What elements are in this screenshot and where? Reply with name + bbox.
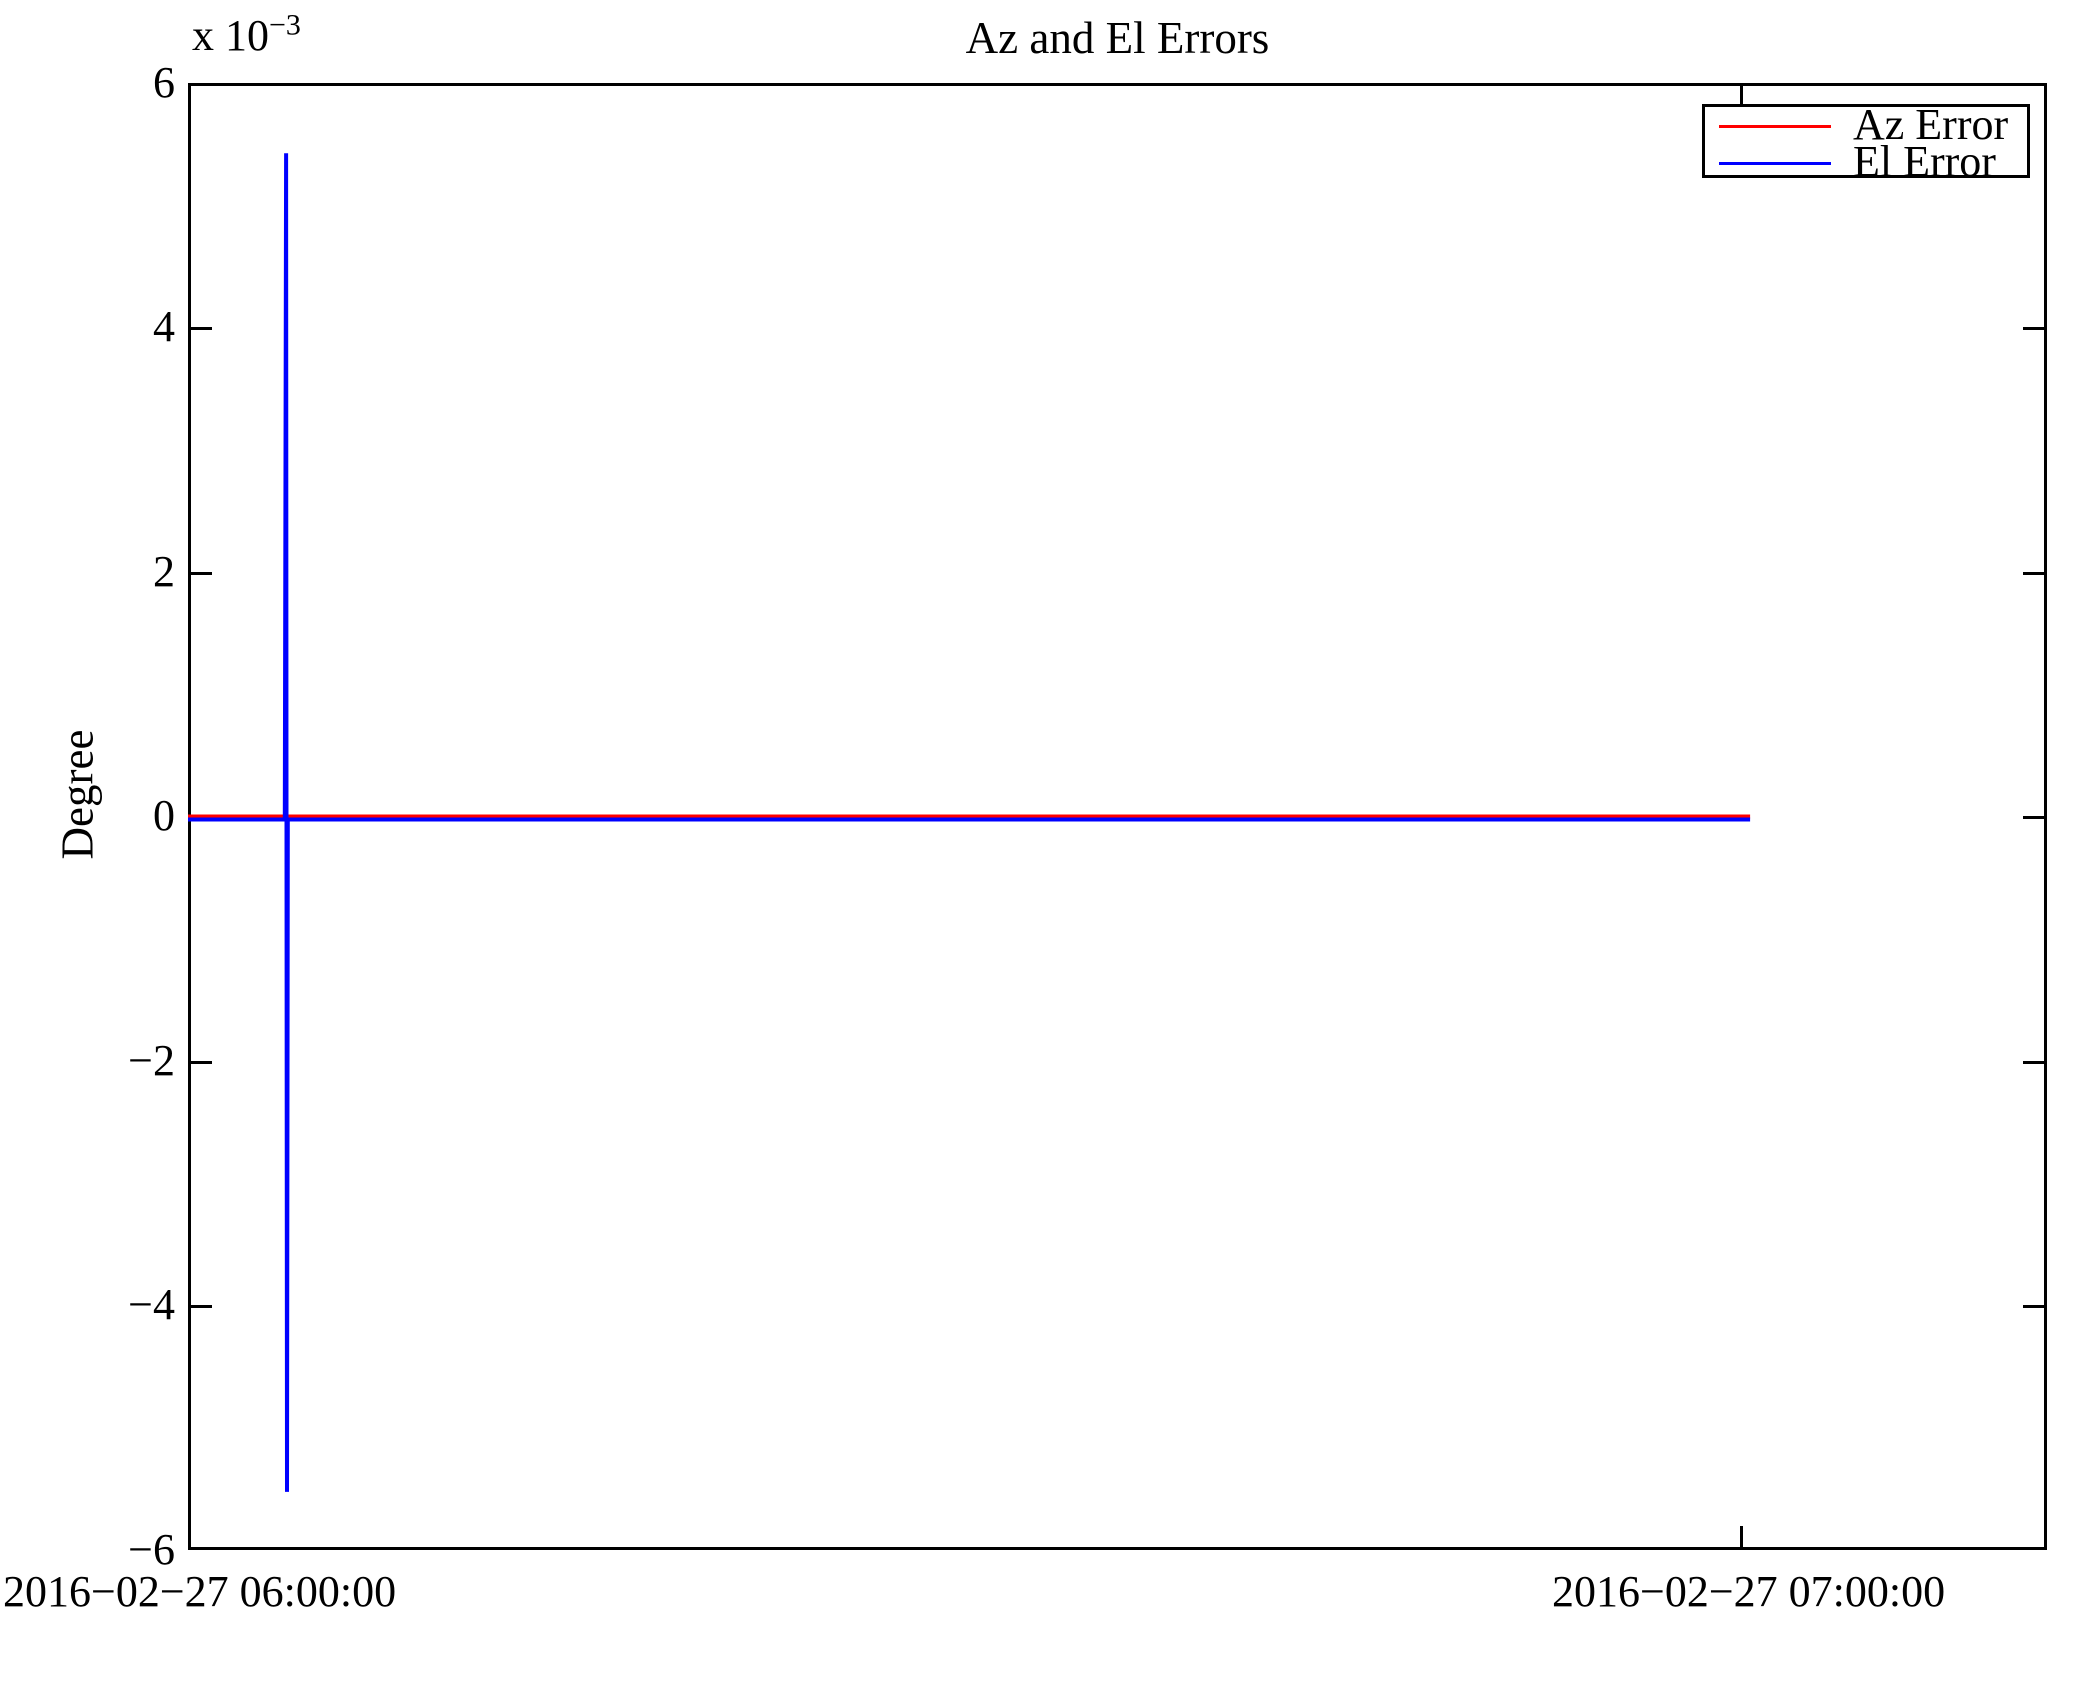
y-tick-label: −2 xyxy=(128,1036,175,1085)
y-tick-label: −4 xyxy=(128,1280,175,1329)
y-tick-label: 0 xyxy=(153,791,175,840)
y-tick-mark-right xyxy=(2023,1305,2044,1308)
y-tick-mark-left xyxy=(191,327,212,330)
x-tick-label: 2016−02−27 07:00:00 xyxy=(1552,1567,1946,1616)
y-tick-mark-left xyxy=(191,572,212,575)
y-tick-mark-right xyxy=(2023,327,2044,330)
exponent-prefix: x 10 xyxy=(192,11,269,60)
legend-label-el: El Error xyxy=(1853,137,1996,186)
exponent-value: −3 xyxy=(269,8,301,42)
x-tick-label: 2016−02−27 06:00:00 xyxy=(3,1567,397,1616)
el-error-trace xyxy=(188,153,1751,1492)
series-plot-svg xyxy=(188,153,1751,1492)
legend-color-swatch-el xyxy=(1719,162,1831,165)
y-tick-mark-left xyxy=(191,1061,212,1064)
data-trace-layer xyxy=(188,83,2047,1550)
y-tick-label: 2 xyxy=(153,547,175,596)
x-tick-mark-top xyxy=(1740,86,1743,107)
y-tick-mark-left xyxy=(191,1305,212,1308)
legend-entry-az-error[interactable]: Az Error xyxy=(1705,103,2027,147)
y-tick-label: 6 xyxy=(153,58,175,107)
y-tick-mark-right xyxy=(2023,1061,2044,1064)
y-axis-exponent-label: x 10−3 xyxy=(192,10,301,60)
y-axis-tick-labels: 6 4 2 0 −2 −4 −6 xyxy=(0,0,175,1683)
y-tick-label: 4 xyxy=(153,302,175,351)
legend-entry-el-error[interactable]: El Error xyxy=(1705,140,2027,184)
legend-color-swatch-az xyxy=(1719,125,1831,128)
y-tick-mark-right xyxy=(2023,572,2044,575)
x-tick-mark-bottom xyxy=(1740,1526,1743,1547)
legend-label-az: Az Error xyxy=(1853,100,2009,149)
legend-box[interactable]: Az Error El Error xyxy=(1702,103,2030,184)
y-tick-label: −6 xyxy=(128,1525,175,1574)
y-tick-mark-right xyxy=(2023,816,2044,819)
plot-title: Az and El Errors xyxy=(965,13,1270,63)
